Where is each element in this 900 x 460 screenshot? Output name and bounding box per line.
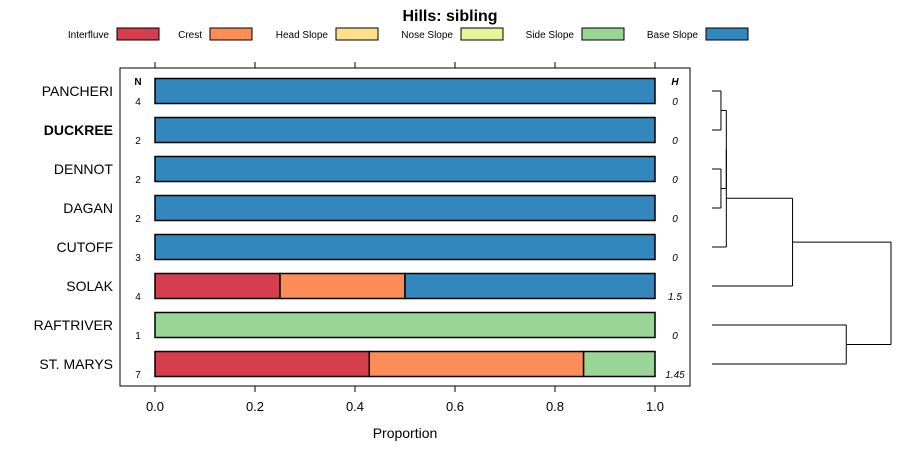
- h-value: 0: [672, 253, 678, 264]
- chart-title: Hills: sibling: [402, 8, 497, 25]
- legend-swatch: [460, 27, 504, 41]
- h-column-header: H: [671, 77, 679, 88]
- n-column-header: N: [134, 77, 141, 88]
- plot-frame: [119, 67, 691, 387]
- legend-label: Interfluve: [68, 30, 110, 41]
- x-tick-label: 0.6: [446, 399, 464, 414]
- h-value: 0: [672, 175, 678, 186]
- bar-segment: [279, 272, 406, 300]
- bar-segment: [154, 350, 371, 378]
- dendrogram: [712, 90, 892, 365]
- x-tick-label: 1.0: [646, 399, 664, 414]
- legend-label: Head Slope: [276, 30, 329, 41]
- legend-label: Nose Slope: [401, 30, 453, 41]
- category-label: SOLAK: [66, 278, 113, 294]
- x-axis-label: Proportion: [373, 425, 438, 441]
- n-value: 2: [135, 175, 141, 186]
- n-value: 2: [135, 214, 141, 225]
- h-value: 1.45: [665, 370, 685, 381]
- category-label: DENNOT: [54, 161, 114, 177]
- h-value: 0: [672, 97, 678, 108]
- x-axis: 0.0 0.2 0.4 0.6 0.8 1.0: [146, 62, 664, 414]
- category-label: CUTOFF: [56, 239, 113, 255]
- bars-group: [154, 77, 656, 378]
- legend-swatch: [116, 27, 160, 41]
- category-labels: PANCHERI 4 0 DUCKREE 2 0 DENNOT 2 0 DAGAN 2 0 CUTOFF…: [34, 83, 686, 381]
- bar-segment: [154, 194, 656, 222]
- h-value: 1.5: [668, 292, 682, 303]
- legend-swatch: [581, 27, 625, 41]
- bar-segment: [154, 311, 656, 339]
- category-label: ST. MARYS: [39, 356, 113, 372]
- legend-swatch: [209, 27, 253, 41]
- category-label: DAGAN: [63, 200, 113, 216]
- category-label: PANCHERI: [42, 83, 113, 99]
- legend-label: Crest: [178, 30, 202, 41]
- bar-segment: [154, 272, 281, 300]
- x-tick-label: 0.8: [546, 399, 564, 414]
- h-value: 0: [672, 136, 678, 147]
- bar-segment: [154, 116, 656, 144]
- legend-swatch: [705, 27, 749, 41]
- legend-swatch: [335, 27, 379, 41]
- n-value: 4: [135, 97, 141, 108]
- h-value: 0: [672, 331, 678, 342]
- n-value: 3: [135, 253, 141, 264]
- category-label: DUCKREE: [44, 122, 113, 138]
- legend-label: Base Slope: [647, 30, 699, 41]
- legend-label: Side Slope: [526, 30, 575, 41]
- bar-segment: [154, 77, 656, 105]
- n-value: 7: [135, 370, 141, 381]
- x-tick-label: 0.0: [146, 399, 164, 414]
- h-value: 0: [672, 214, 678, 225]
- bar-segment: [154, 233, 656, 261]
- n-value: 1: [135, 331, 141, 342]
- category-label: RAFTRIVER: [34, 317, 113, 333]
- bar-segment: [582, 350, 656, 378]
- bar-segment: [368, 350, 585, 378]
- x-tick-label: 0.2: [246, 399, 264, 414]
- n-value: 4: [135, 292, 141, 303]
- bar-segment: [404, 272, 656, 300]
- bar-segment: [154, 155, 656, 183]
- n-value: 2: [135, 136, 141, 147]
- legend: Interfluve Crest Head Slope Nose Slope Side …: [68, 27, 749, 41]
- x-tick-label: 0.4: [346, 399, 364, 414]
